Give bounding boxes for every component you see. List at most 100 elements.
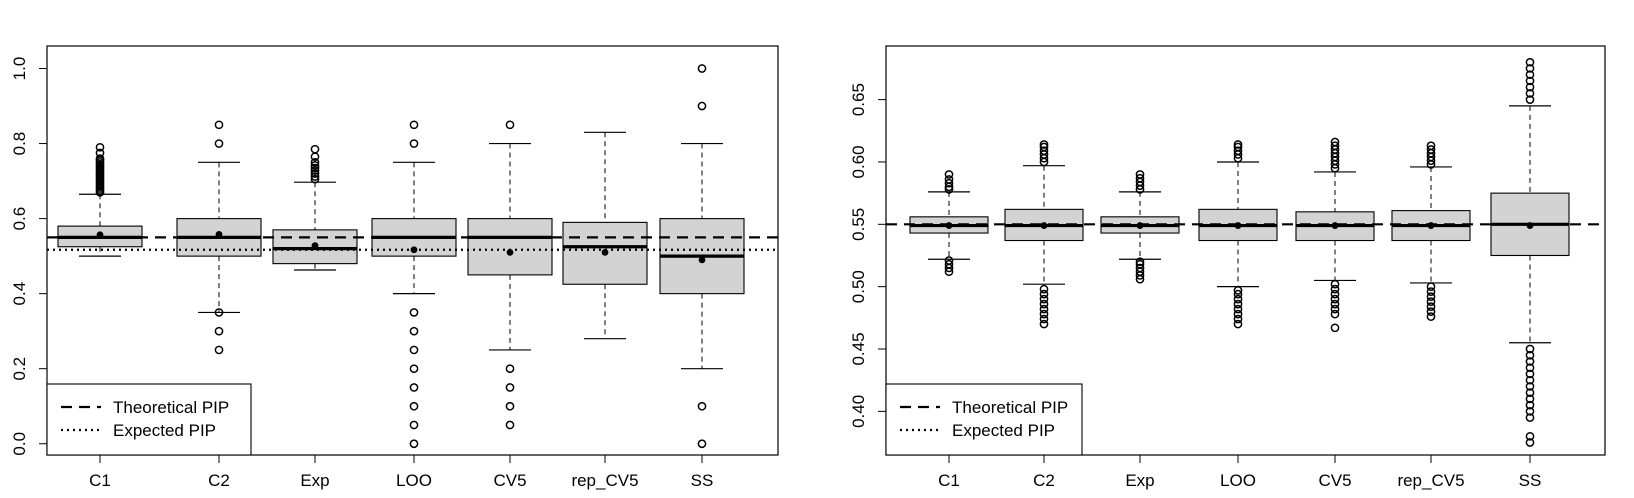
- outlier-point: [1525, 344, 1535, 354]
- outlier-point: [409, 364, 419, 374]
- legend-label: Theoretical PIP: [113, 398, 229, 417]
- outlier-point: [1233, 140, 1243, 149]
- outlier-point: [1233, 146, 1243, 156]
- outlier-point: [409, 401, 419, 411]
- outlier-point: [1233, 309, 1243, 319]
- outlier-point: [944, 256, 954, 265]
- outlier-point: [1525, 407, 1535, 416]
- outlier-point: [944, 185, 954, 194]
- outlier-point: [310, 160, 320, 170]
- x-tick-label: SS: [691, 471, 714, 490]
- outlier-point: [1039, 294, 1049, 304]
- y-tick-label: 0.65: [849, 83, 868, 116]
- outlier-point: [1233, 314, 1243, 324]
- x-tick-label: C2: [208, 471, 230, 490]
- mean-point: [1136, 222, 1144, 229]
- outlier-point: [1330, 323, 1340, 333]
- box-C2: [1004, 140, 1084, 329]
- outlier-point: [1525, 350, 1535, 360]
- outlier-point: [1039, 142, 1049, 152]
- outlier-point: [1525, 388, 1535, 398]
- outlier-point: [1039, 146, 1049, 156]
- mean-point: [1040, 222, 1048, 229]
- y-tick-label: 0.60: [849, 145, 868, 178]
- x-tick-label: LOO: [1220, 471, 1256, 490]
- outlier-point: [409, 139, 419, 148]
- outlier-point: [310, 157, 320, 167]
- outlier-point: [95, 154, 105, 163]
- outlier-point: [505, 383, 515, 392]
- outlier-point: [1135, 170, 1145, 179]
- mean-point: [311, 242, 319, 250]
- y-tick-label: 0.4: [10, 282, 29, 306]
- outlier-point: [1426, 292, 1436, 301]
- outlier-point: [1330, 294, 1340, 304]
- outlier-point: [409, 326, 419, 336]
- outlier-point: [944, 170, 954, 179]
- outlier-point: [1426, 297, 1436, 306]
- outlier-point: [214, 120, 224, 130]
- outlier-point: [1233, 304, 1243, 314]
- legend: Theoretical PIP Expected PIP: [885, 383, 1083, 456]
- outlier-point: [1426, 282, 1436, 292]
- outlier-point: [409, 120, 419, 130]
- outlier-point: [1525, 400, 1535, 410]
- outlier-point: [1426, 145, 1436, 154]
- outlier-point: [1525, 369, 1535, 379]
- x-tick-label: C2: [1033, 471, 1055, 490]
- outlier-point: [1525, 363, 1535, 373]
- x-tick-label: LOO: [396, 471, 432, 490]
- x-tick-label: CV5: [493, 471, 526, 490]
- box-SS: [659, 64, 745, 449]
- y-tick-label: 0.6: [10, 207, 29, 231]
- x-tick-label: Exp: [1125, 471, 1154, 490]
- outlier-point: [1039, 309, 1049, 319]
- x-tick-label: CV5: [1318, 471, 1351, 490]
- outlier-point: [1525, 413, 1535, 422]
- outlier-point: [505, 364, 515, 374]
- outlier-point: [1039, 289, 1049, 299]
- outlier-point: [1330, 141, 1340, 151]
- mean-point: [1234, 222, 1242, 229]
- outlier-point: [1330, 299, 1340, 309]
- box-LOO: [371, 120, 457, 449]
- outlier-point: [1525, 438, 1535, 447]
- y-tick-label: 1.0: [10, 57, 29, 81]
- y-tick-label: 0.50: [849, 270, 868, 303]
- x-tick-label: C1: [89, 471, 111, 490]
- mean-point: [1331, 222, 1339, 229]
- outlier-point: [1525, 394, 1535, 404]
- outlier-point: [409, 439, 419, 449]
- outlier-point: [1426, 307, 1436, 316]
- outlier-point: [409, 420, 419, 430]
- outlier-point: [409, 308, 419, 317]
- box-Exp: [272, 144, 358, 271]
- box-CV5: [467, 120, 553, 430]
- outlier-point: [1330, 304, 1340, 314]
- outlier-point: [944, 178, 954, 188]
- outlier-point: [1039, 284, 1049, 294]
- outlier-point: [944, 175, 954, 184]
- box-iqr: [467, 218, 553, 276]
- outlier-point: [1135, 263, 1145, 273]
- x-tick-label: rep_CV5: [1397, 471, 1464, 490]
- outlier-point: [1525, 82, 1535, 92]
- outlier-point: [310, 166, 320, 175]
- outlier-point: [697, 101, 707, 111]
- mean-point: [506, 248, 514, 256]
- right-boxplot-panel: 0.40 0.45 0.50 0.55 0.60 0.65 C1 C2 Exp LOO CV5 rep…: [849, 45, 1606, 490]
- plot-frame: [885, 45, 1606, 456]
- mean-point: [215, 230, 223, 238]
- outlier-point: [1039, 140, 1049, 149]
- outlier-point: [1426, 287, 1436, 296]
- y-tick-label: 0.55: [849, 208, 868, 241]
- outlier-point: [505, 120, 515, 130]
- outlier-point: [697, 64, 707, 73]
- legend-box: [885, 383, 1083, 456]
- outlier-point: [1525, 375, 1535, 385]
- outlier-point: [1039, 299, 1049, 309]
- outlier-point: [1233, 319, 1243, 329]
- outlier-point: [310, 163, 320, 173]
- outlier-point: [1330, 279, 1340, 289]
- outlier-point: [1525, 70, 1535, 80]
